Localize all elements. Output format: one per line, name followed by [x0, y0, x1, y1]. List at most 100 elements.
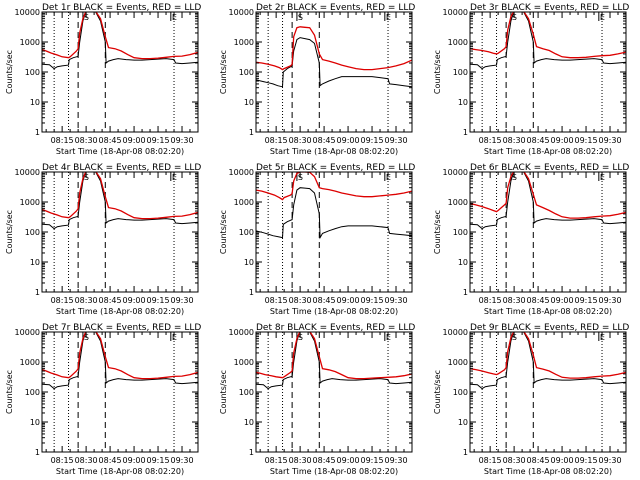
x-tick-label: 08:15: [265, 296, 288, 305]
x-tick-label: 08:30: [75, 296, 98, 305]
lld-series-line: [256, 332, 412, 380]
event-marker-label: E: [386, 333, 391, 342]
panel-2: Det 2r BLACK = Events, RED = LLDSE110100…: [219, 3, 415, 156]
x-tick-label: 09:15: [575, 136, 598, 145]
plot-frame: [469, 11, 627, 133]
y-tick-label: 10: [244, 418, 254, 427]
y-tick-label: 1: [249, 448, 254, 457]
x-tick-label: 08:15: [51, 456, 74, 465]
x-axis-label: Start Time (18-Apr-08 08:02:20): [56, 147, 184, 156]
x-tick-label: 08:45: [527, 136, 550, 145]
y-tick-label: 100: [453, 228, 468, 237]
y-tick-label: 100: [25, 388, 40, 397]
y-tick-label: 100: [453, 68, 468, 77]
y-tick-label: 1000: [20, 358, 40, 367]
x-tick-label: 08:30: [289, 456, 312, 465]
x-tick-label: 08:15: [265, 136, 288, 145]
panel-title: Det 8r BLACK = Events, RED = LLD: [256, 323, 415, 333]
panel-title: Det 7r BLACK = Events, RED = LLD: [42, 323, 201, 333]
y-tick-label: 100: [239, 388, 254, 397]
x-tick-label: 08:45: [99, 136, 122, 145]
x-tick-label: 09:15: [575, 296, 598, 305]
x-tick-label: 08:45: [527, 296, 550, 305]
panel-title: Det 9r BLACK = Events, RED = LLD: [470, 323, 629, 333]
y-tick-label: 10000: [443, 8, 468, 17]
x-tick-label: 09:30: [170, 296, 193, 305]
y-tick-label: 1000: [448, 38, 468, 47]
events-series-line: [470, 172, 626, 230]
events-series-line: [42, 172, 198, 230]
x-tick-label: 09:00: [123, 296, 146, 305]
x-tick-label: 09:00: [337, 456, 360, 465]
x-tick-label: 09:00: [123, 136, 146, 145]
x-axis-label: Start Time (18-Apr-08 08:02:20): [484, 467, 612, 476]
panel-title: Det 1r BLACK = Events, RED = LLD: [42, 3, 201, 13]
x-tick-label: 09:00: [551, 456, 574, 465]
y-tick-label: 1000: [20, 198, 40, 207]
lld-series-line: [42, 172, 198, 220]
x-tick-label: 08:45: [313, 136, 336, 145]
plot-frame: [41, 331, 199, 453]
panel-title: Det 3r BLACK = Events, RED = LLD: [470, 3, 629, 13]
y-axis-label: Counts/sec: [219, 210, 228, 254]
y-tick-label: 1: [463, 128, 468, 137]
lld-series-line: [470, 332, 626, 379]
panel-title: Det 6r BLACK = Events, RED = LLD: [470, 163, 629, 173]
event-marker-label: E: [386, 13, 391, 22]
x-axis-label: Start Time (18-Apr-08 08:02:20): [56, 467, 184, 476]
y-axis-label: Counts/sec: [433, 50, 442, 94]
x-tick-label: 09:15: [575, 456, 598, 465]
y-tick-label: 1: [463, 448, 468, 457]
x-tick-label: 09:30: [170, 456, 193, 465]
y-tick-label: 1000: [448, 358, 468, 367]
x-tick-label: 09:15: [147, 456, 170, 465]
x-tick-label: 08:15: [479, 136, 502, 145]
y-tick-label: 100: [453, 388, 468, 397]
lld-series-line: [42, 332, 198, 380]
lld-series-line: [470, 12, 626, 59]
x-tick-label: 08:45: [527, 456, 550, 465]
panel-8: Det 8r BLACK = Events, RED = LLDSE110100…: [219, 323, 415, 476]
x-axis-label: Start Time (18-Apr-08 08:02:20): [270, 147, 398, 156]
x-tick-label: 08:15: [265, 456, 288, 465]
y-tick-label: 1000: [234, 38, 254, 47]
x-tick-label: 09:00: [551, 296, 574, 305]
y-tick-label: 10000: [229, 328, 254, 337]
x-tick-label: 08:30: [75, 136, 98, 145]
y-tick-label: 10: [30, 98, 40, 107]
y-axis-label: Counts/sec: [5, 210, 14, 254]
event-marker-label: E: [600, 173, 605, 182]
event-marker-label: E: [172, 173, 177, 182]
y-axis-label: Counts/sec: [219, 370, 228, 414]
y-tick-label: 1: [463, 288, 468, 297]
events-series-line: [256, 187, 412, 240]
y-tick-label: 10000: [15, 328, 40, 337]
plot-frame: [255, 331, 413, 453]
events-series-line: [42, 332, 198, 390]
y-tick-label: 1: [35, 128, 40, 137]
event-marker-label: E: [600, 333, 605, 342]
y-tick-label: 10: [244, 258, 254, 267]
plot-frame: [469, 331, 627, 453]
x-axis-label: Start Time (18-Apr-08 08:02:20): [484, 147, 612, 156]
lld-series-line: [256, 26, 412, 71]
x-tick-label: 08:15: [51, 136, 74, 145]
y-tick-label: 1: [35, 288, 40, 297]
panel-title: Det 5r BLACK = Events, RED = LLD: [256, 163, 415, 173]
panel-title: Det 4r BLACK = Events, RED = LLD: [42, 163, 201, 173]
x-tick-label: 09:00: [337, 136, 360, 145]
events-series-line: [470, 332, 626, 390]
x-tick-label: 08:15: [51, 296, 74, 305]
x-tick-label: 08:30: [289, 136, 312, 145]
y-tick-label: 10: [458, 258, 468, 267]
y-tick-label: 1000: [20, 38, 40, 47]
y-tick-label: 10: [244, 98, 254, 107]
lld-series-line: [470, 172, 626, 219]
events-series-line: [256, 37, 412, 88]
y-tick-label: 1000: [234, 358, 254, 367]
panel-6: Det 6r BLACK = Events, RED = LLDSE110100…: [433, 163, 629, 316]
x-tick-label: 09:00: [123, 456, 146, 465]
x-tick-label: 09:15: [147, 296, 170, 305]
events-series-line: [470, 12, 626, 70]
